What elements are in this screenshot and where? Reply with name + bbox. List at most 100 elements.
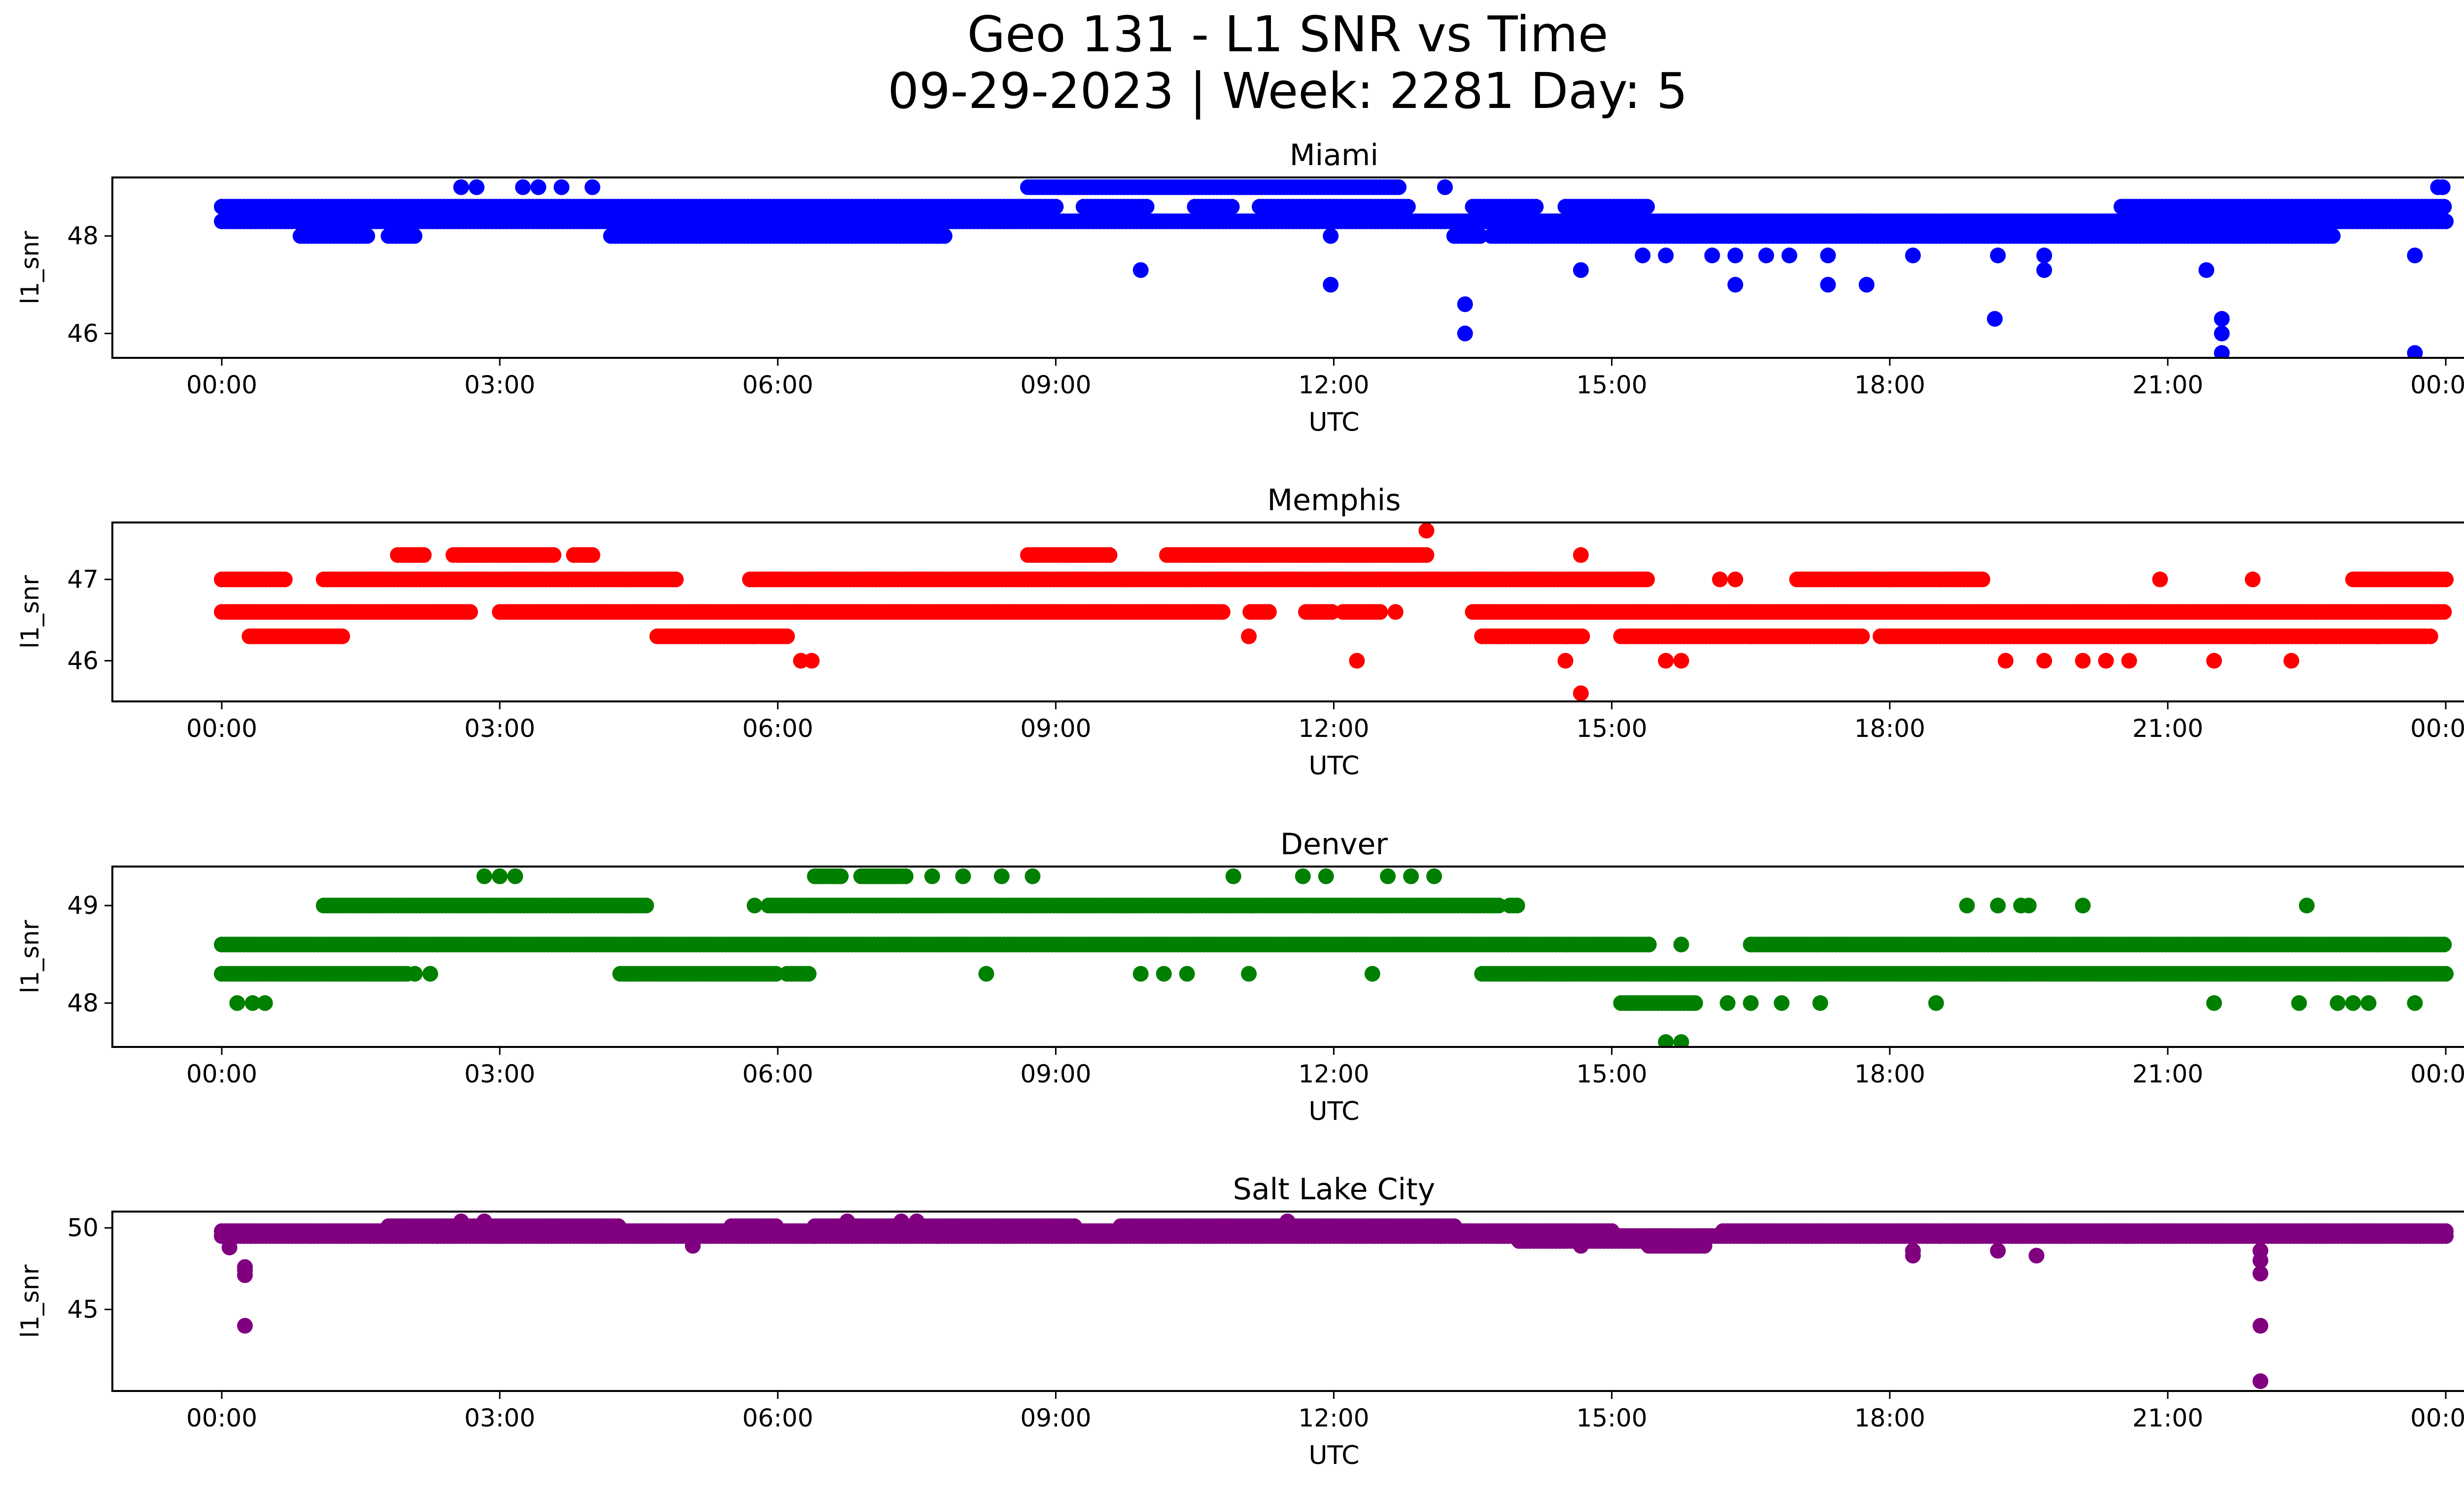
subplot-title: Denver	[1280, 827, 1388, 862]
data-point	[1391, 179, 1407, 195]
data-point	[1418, 522, 1435, 539]
figure-subtitle: 09-29-2023 | Week: 2281 Day: 5	[888, 62, 1688, 120]
x-tick-label: 09:00	[1020, 714, 1091, 743]
data-point	[2152, 571, 2168, 588]
x-tick-label: 15:00	[1576, 714, 1647, 743]
y-tick-label: 49	[67, 891, 99, 920]
data-point	[638, 898, 654, 914]
data-point	[1380, 868, 1396, 884]
data-point	[1854, 628, 1870, 644]
x-tick-label: 00:00	[2410, 1060, 2464, 1088]
data-point	[407, 966, 423, 982]
x-tick-label: 06:00	[742, 1060, 813, 1088]
data-point	[407, 228, 423, 244]
data-point	[800, 966, 817, 982]
data-point	[1364, 966, 1380, 982]
x-tick-label: 09:00	[1020, 371, 1091, 399]
data-point	[2298, 898, 2315, 914]
data-point	[1101, 547, 1118, 563]
data-point	[2121, 653, 2137, 669]
data-point	[1574, 628, 1590, 644]
data-point	[1743, 995, 1759, 1011]
data-point	[1179, 966, 1195, 982]
data-point	[804, 653, 820, 669]
series-markers	[214, 868, 2454, 1047]
data-point	[1400, 199, 1416, 215]
data-point	[1472, 228, 1488, 244]
data-point	[1673, 653, 1689, 669]
data-point	[1241, 628, 1257, 644]
x-tick-label: 06:00	[742, 371, 813, 399]
data-point	[1323, 277, 1339, 293]
data-point	[530, 179, 547, 195]
data-point	[1712, 571, 1728, 588]
data-point	[2438, 966, 2454, 982]
y-tick-label: 48	[67, 989, 99, 1017]
x-tick-label: 00:00	[2410, 714, 2464, 743]
data-point	[462, 604, 478, 620]
data-point	[993, 868, 1010, 884]
data-point	[1224, 199, 1240, 215]
y-axis-label: l1_snr	[16, 231, 44, 304]
data-point	[2245, 571, 2261, 588]
x-tick-label: 12:00	[1298, 1060, 1369, 1088]
data-point	[2422, 628, 2438, 644]
data-point	[978, 966, 994, 982]
x-tick-label: 03:00	[464, 1060, 535, 1088]
data-point	[1573, 547, 1589, 563]
data-point	[1928, 995, 1944, 1011]
data-point	[1349, 653, 1365, 669]
y-tick-label: 46	[67, 319, 99, 348]
x-tick-label: 21:00	[2132, 714, 2203, 743]
data-point	[1905, 247, 1921, 264]
data-point	[1974, 571, 1990, 588]
data-point	[415, 547, 432, 563]
data-point	[1704, 247, 1720, 264]
data-point	[2020, 898, 2037, 914]
series-markers	[214, 179, 2454, 358]
data-point	[1418, 547, 1435, 563]
data-point	[1372, 604, 1388, 620]
data-point	[793, 653, 809, 669]
x-tick-label: 18:00	[1854, 371, 1925, 399]
data-point	[1639, 199, 1655, 215]
data-point	[1658, 1034, 1674, 1047]
data-point	[1261, 604, 1277, 620]
data-point	[668, 571, 684, 588]
data-point	[1658, 247, 1674, 264]
data-point	[2436, 937, 2452, 953]
y-axis-label: l1_snr	[16, 920, 44, 993]
x-tick-label: 09:00	[1020, 1060, 1091, 1088]
data-point	[2036, 247, 2053, 264]
data-point	[1812, 995, 1828, 1011]
data-point	[334, 628, 350, 644]
data-point	[2438, 571, 2454, 588]
data-point	[1990, 247, 2006, 264]
x-tick-label: 18:00	[1854, 714, 1925, 743]
data-point	[1858, 277, 1875, 293]
data-point	[2407, 995, 2423, 1011]
data-point	[2036, 653, 2053, 669]
data-point	[2198, 262, 2215, 278]
data-point	[897, 868, 914, 884]
data-point	[469, 179, 485, 195]
x-tick-label: 03:00	[464, 371, 535, 399]
series-markers	[214, 522, 2454, 701]
data-point	[779, 628, 795, 644]
data-point	[1318, 868, 1334, 884]
data-point	[768, 966, 784, 982]
data-point	[2345, 995, 2361, 1011]
x-tick-label: 15:00	[1576, 371, 1647, 399]
data-point	[1658, 653, 1674, 669]
data-point	[2075, 898, 2091, 914]
data-point	[1997, 653, 2014, 669]
x-axis-label: UTC	[1308, 751, 1359, 781]
data-point	[1048, 199, 1064, 215]
data-point	[1132, 966, 1149, 982]
data-point	[1774, 995, 1790, 1011]
data-point	[1403, 868, 1419, 884]
data-point	[1719, 995, 1736, 1011]
